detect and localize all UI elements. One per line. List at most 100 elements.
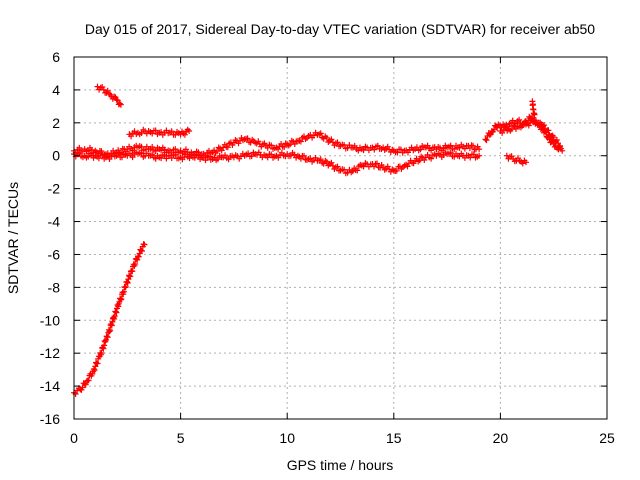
data-point bbox=[186, 128, 193, 134]
data-point bbox=[467, 154, 474, 161]
data-point bbox=[79, 384, 86, 391]
data-point bbox=[374, 160, 380, 167]
data-point bbox=[476, 146, 483, 153]
data-point bbox=[248, 153, 255, 160]
data-point bbox=[129, 154, 136, 161]
series-spike bbox=[529, 98, 538, 118]
data-point bbox=[328, 159, 335, 166]
data-point bbox=[341, 142, 348, 148]
data-point bbox=[404, 163, 411, 170]
data-point bbox=[116, 100, 123, 107]
y-tick-label: -6 bbox=[48, 246, 61, 262]
chart-title: Day 015 of 2017, Sidereal Day-to-day VTE… bbox=[85, 21, 595, 37]
y-tick-label: -4 bbox=[48, 214, 61, 230]
x-tick-label: 0 bbox=[70, 430, 78, 446]
data-point bbox=[334, 139, 341, 146]
data-point bbox=[135, 253, 142, 260]
data-point bbox=[451, 146, 458, 153]
y-tick-label: -2 bbox=[48, 181, 61, 197]
data-point bbox=[214, 148, 221, 155]
series-main-band-upper bbox=[71, 129, 483, 159]
y-tick-label: 2 bbox=[52, 115, 60, 131]
data-point bbox=[112, 94, 119, 101]
data-point bbox=[417, 146, 424, 153]
data-point bbox=[523, 159, 529, 166]
data-point bbox=[354, 167, 361, 174]
data-point bbox=[225, 156, 232, 163]
data-point bbox=[76, 149, 83, 156]
data-point bbox=[483, 137, 490, 144]
x-tick-label: 20 bbox=[493, 430, 509, 446]
data-point bbox=[117, 101, 124, 108]
data-point bbox=[301, 152, 307, 159]
data-point bbox=[111, 313, 118, 320]
x-axis-label: GPS time / hours bbox=[287, 457, 394, 473]
data-point bbox=[85, 377, 92, 384]
data-point bbox=[557, 142, 564, 149]
data-point bbox=[334, 163, 341, 170]
series-main-band-lower bbox=[71, 149, 483, 177]
y-tick-label: -10 bbox=[40, 312, 60, 328]
data-point bbox=[104, 87, 111, 94]
data-point bbox=[470, 151, 477, 158]
data-point bbox=[499, 129, 506, 136]
data-point bbox=[119, 154, 125, 161]
data-point bbox=[129, 147, 136, 154]
data-point bbox=[307, 155, 314, 162]
data-point bbox=[139, 248, 145, 254]
data-point bbox=[393, 167, 400, 174]
data-point bbox=[556, 143, 562, 150]
data-point bbox=[206, 153, 212, 160]
data-point bbox=[168, 128, 175, 135]
data-point bbox=[456, 144, 463, 151]
x-tick-label: 15 bbox=[386, 430, 402, 446]
data-point bbox=[516, 116, 523, 123]
data-point bbox=[297, 138, 304, 145]
data-point bbox=[181, 131, 188, 138]
data-point bbox=[138, 130, 145, 136]
data-point bbox=[152, 148, 159, 154]
data-point bbox=[138, 150, 145, 157]
data-point bbox=[132, 261, 139, 267]
y-tick-label: -16 bbox=[40, 411, 60, 427]
data-point bbox=[281, 144, 288, 150]
y-tick-label: 4 bbox=[52, 82, 60, 98]
data-point bbox=[129, 268, 136, 275]
data-point bbox=[82, 381, 89, 388]
y-tick-label: -12 bbox=[40, 345, 60, 361]
grid-lines bbox=[74, 57, 607, 419]
data-point bbox=[360, 163, 367, 170]
data-point bbox=[317, 130, 324, 137]
data-point bbox=[447, 149, 454, 156]
data-series bbox=[71, 83, 566, 397]
x-tick-label: 5 bbox=[177, 430, 185, 446]
data-point bbox=[323, 134, 330, 141]
data-point bbox=[413, 144, 420, 151]
data-point bbox=[104, 334, 111, 341]
x-tick-label: 25 bbox=[599, 430, 615, 446]
data-point bbox=[553, 137, 560, 143]
data-point bbox=[268, 142, 275, 149]
data-point bbox=[224, 144, 231, 151]
data-point bbox=[541, 122, 548, 129]
data-point bbox=[486, 131, 493, 138]
data-point bbox=[394, 149, 401, 156]
data-point bbox=[172, 146, 179, 153]
data-point bbox=[559, 147, 566, 154]
data-point bbox=[158, 155, 165, 162]
data-point bbox=[124, 280, 131, 286]
data-point bbox=[114, 97, 121, 104]
y-tick-label: -8 bbox=[48, 279, 61, 295]
data-point bbox=[341, 166, 348, 173]
data-point bbox=[91, 367, 98, 374]
data-point bbox=[141, 241, 148, 248]
data-point bbox=[491, 126, 497, 133]
data-point bbox=[476, 152, 483, 159]
series-descent-line bbox=[71, 241, 148, 397]
data-point bbox=[545, 127, 552, 134]
y-tick-label: 0 bbox=[52, 148, 60, 164]
data-point bbox=[532, 117, 539, 124]
data-point bbox=[371, 146, 378, 153]
data-point bbox=[360, 147, 367, 154]
